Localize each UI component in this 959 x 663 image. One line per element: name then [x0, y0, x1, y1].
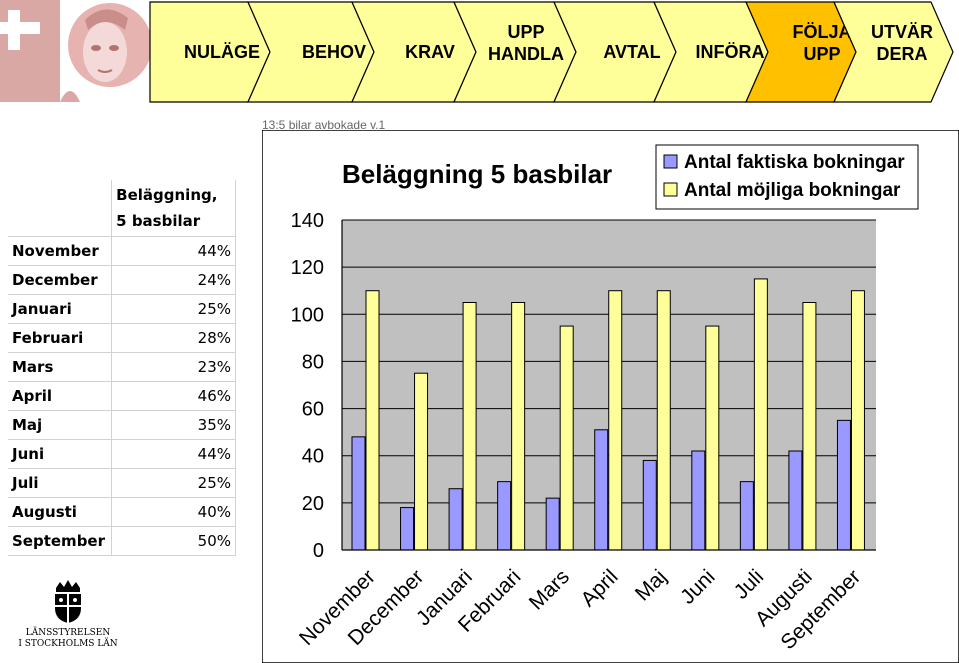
y-tick-label: 140: [291, 210, 324, 232]
bar-possible-augusti: [802, 302, 817, 551]
legend-label: Antal faktiska bokningar: [684, 152, 905, 173]
coat-of-arms-icon: [55, 580, 81, 623]
table-row: April 46%: [8, 381, 236, 411]
legend-swatch: [663, 154, 678, 169]
process-step-label-5: AVTAL: [603, 42, 660, 62]
bar-possible-mars: [559, 325, 574, 551]
bar-actual-augusti: [788, 450, 803, 551]
occupancy-chart: 020406080100120140NovemberDecemberJanuar…: [262, 130, 959, 663]
table-month: Juni: [8, 439, 113, 469]
bar-possible-juli: [753, 278, 768, 551]
legend-label: Antal möjliga bokningar: [684, 180, 901, 201]
bar-actual-april: [594, 429, 609, 551]
header-illustration: [0, 0, 150, 102]
table-value: 23%: [111, 352, 236, 382]
bar-actual-maj: [642, 459, 657, 551]
table-month: November: [8, 236, 113, 266]
process-step-label-4: UPP HANDLA: [488, 22, 564, 64]
org-name-line1: LÄNSSTYRELSEN: [25, 628, 111, 638]
bar-possible-april: [608, 290, 623, 551]
table-row: Mars 23%: [8, 352, 236, 382]
chart-legend: Antal faktiska bokningar Antal möjliga bo…: [655, 144, 919, 210]
bar-actual-januari: [448, 488, 463, 551]
table-header-empty: [8, 180, 113, 237]
table-row: Januari 25%: [8, 294, 236, 324]
y-tick-label: 60: [302, 399, 324, 421]
bar-possible-december: [414, 372, 429, 551]
table-value: 35%: [111, 410, 236, 440]
y-tick-label: 20: [302, 493, 324, 515]
table-row: Maj 35%: [8, 410, 236, 440]
process-bar: NULÄGE BEHOV KRAV UPP HANDLA AVTAL INFÖRA FÖLJA…: [149, 1, 954, 103]
process-step-label-8: UTVÄR DERA: [871, 22, 933, 64]
bar-possible-juni: [705, 325, 720, 551]
table-value: 28%: [111, 323, 236, 353]
table-value: 24%: [111, 265, 236, 295]
background-note: 13:5 bilar avbokade v.1: [262, 118, 386, 130]
legend-swatch: [663, 182, 678, 197]
table-header-row: Beläggning, 5 basbilar: [8, 180, 236, 237]
bar-actual-november: [351, 436, 366, 551]
y-tick-label: 120: [291, 257, 324, 279]
chart-title: Beläggning 5 basbilar: [342, 159, 612, 189]
bar-possible-maj: [656, 290, 671, 551]
bar-actual-december: [400, 507, 415, 551]
table-month: Juli: [8, 468, 113, 498]
bar-possible-september: [850, 290, 865, 551]
y-tick-label: 40: [302, 446, 324, 468]
y-tick-label: 0: [313, 540, 324, 562]
table-row: Februari 28%: [8, 323, 236, 353]
process-step-label-1: NULÄGE: [184, 42, 260, 62]
table-value: 25%: [111, 294, 236, 324]
table-row: December 24%: [8, 265, 236, 295]
table-value: 46%: [111, 381, 236, 411]
bar-actual-juli: [739, 481, 754, 551]
bar-actual-juni: [691, 450, 706, 551]
table-value: 44%: [111, 439, 236, 469]
table-month: Januari: [8, 294, 113, 324]
table-month: Februari: [8, 323, 113, 353]
bar-actual-mars: [545, 497, 560, 551]
table-value: 44%: [111, 236, 236, 266]
table-row: Augusti 40%: [8, 497, 236, 527]
table-month: Mars: [8, 352, 113, 382]
table-month: Augusti: [8, 497, 113, 527]
organisation-logo: LÄNSSTYRELSEN I STOCKHOLMS LÄN: [8, 578, 128, 650]
table-month: December: [8, 265, 113, 295]
table-month: September: [8, 526, 113, 556]
bar-actual-februari: [497, 481, 512, 551]
process-step-label-6: INFÖRA: [696, 42, 765, 62]
bar-possible-november: [365, 290, 380, 551]
table-value: 25%: [111, 468, 236, 498]
table-row: Juli 25%: [8, 468, 236, 498]
table-row: September 50%: [8, 526, 236, 556]
bar-possible-februari: [511, 302, 526, 551]
y-tick-label: 100: [291, 304, 324, 326]
table-month: April: [8, 381, 113, 411]
table-row: November 44%: [8, 236, 236, 266]
occupancy-table: Beläggning, 5 basbilar November 44% Decemb…: [8, 180, 236, 556]
process-step-label-3: KRAV: [405, 42, 455, 62]
bar-possible-januari: [462, 302, 477, 551]
process-step-label-2: BEHOV: [302, 42, 366, 62]
process-step-label-7: FÖLJA UPP: [792, 22, 851, 64]
table-month: Maj: [8, 410, 113, 440]
process-step-8: [833, 1, 954, 103]
y-tick-label: 80: [302, 351, 324, 373]
table-header-label: Beläggning, 5 basbilar: [111, 180, 236, 237]
table-row: Juni 44%: [8, 439, 236, 469]
org-name-line2: I STOCKHOLMS LÄN: [18, 639, 118, 649]
table-value: 50%: [111, 526, 236, 556]
bar-actual-september: [836, 419, 851, 551]
table-value: 40%: [111, 497, 236, 527]
